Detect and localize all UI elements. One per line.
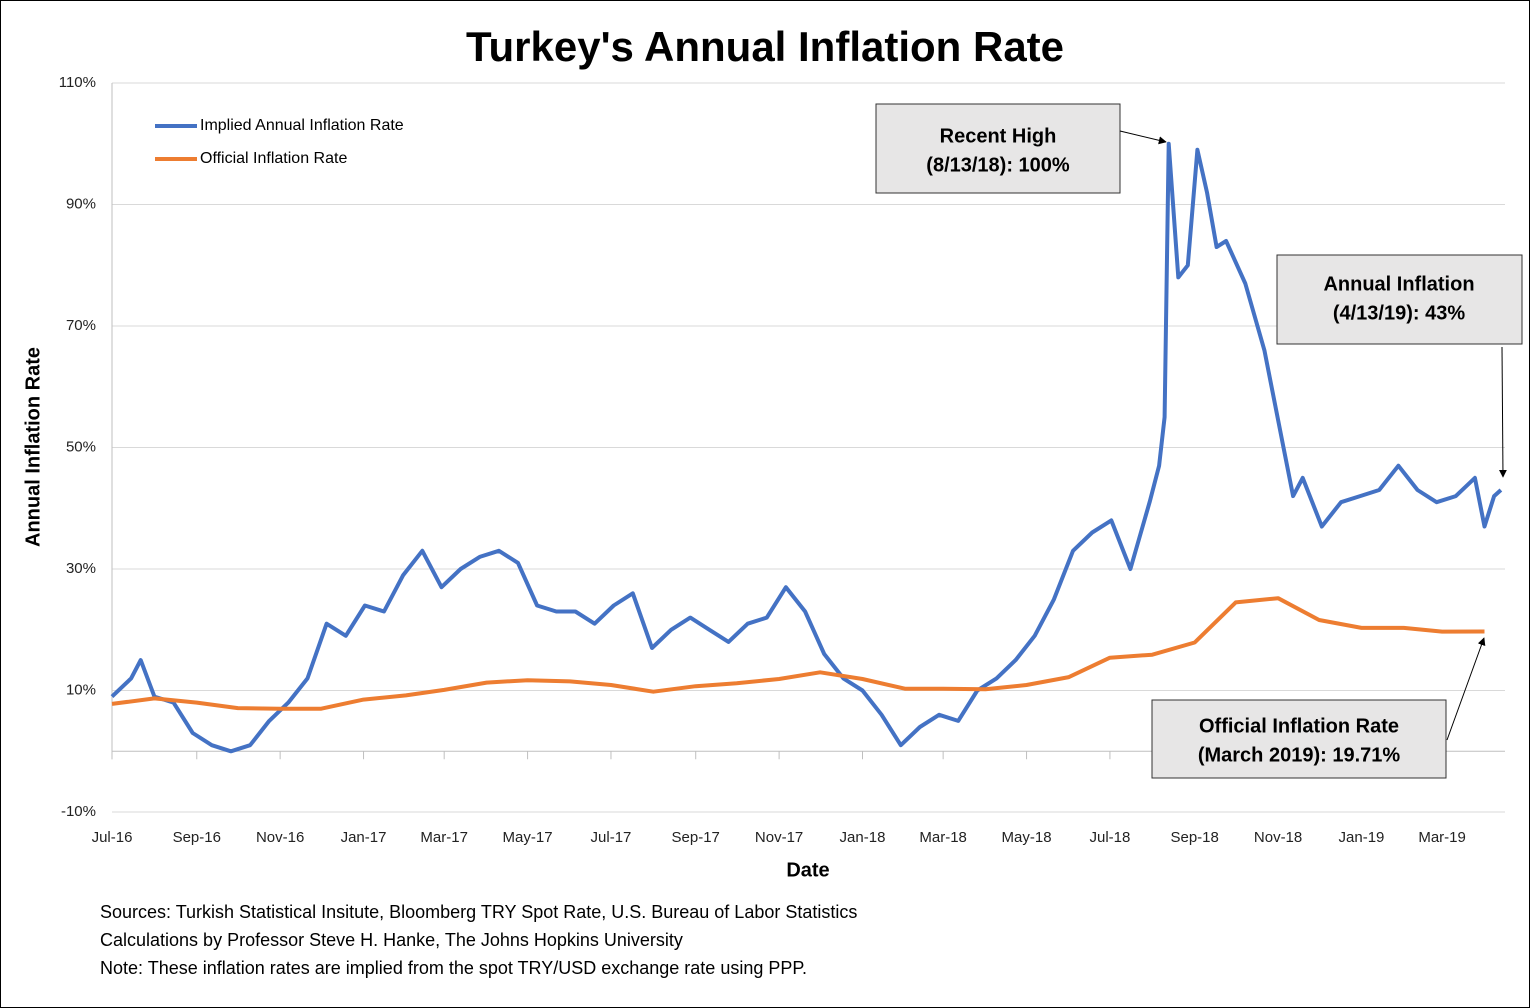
- series-line: [111, 596, 1485, 711]
- annotation-arrow: [1119, 130, 1167, 145]
- x-tick-label: Mar-18: [919, 829, 967, 846]
- plot: Implied Annual Inflation Rate Official In…: [110, 117, 1503, 754]
- y-axis-title: Annual Inflation Rate: [22, 347, 44, 547]
- x-tick-label: Jul-16: [92, 829, 133, 846]
- legend-label: Official Inflation Rate: [200, 150, 347, 167]
- x-tick-label: Jul-17: [591, 829, 632, 846]
- y-tick-label: 30%: [66, 560, 96, 577]
- x-tick-label: Sep-16: [173, 829, 221, 846]
- x-tick-label: Sep-18: [1170, 829, 1218, 846]
- x-axis-title: Date: [786, 859, 829, 881]
- y-tick-label: 90%: [66, 195, 96, 212]
- annotation-text: Recent High: [940, 125, 1057, 147]
- annotation-text: (4/13/19): 43%: [1333, 302, 1466, 324]
- annotation: Recent High (8/13/18): 100%: [875, 103, 1167, 194]
- y-tick-label: 110%: [59, 74, 96, 91]
- annotation-arrow: [1446, 637, 1486, 741]
- chart-title: Turkey's Annual Inflation Rate: [466, 23, 1064, 70]
- annotation-arrow: [1498, 346, 1507, 478]
- y-tick-label: 50%: [66, 438, 96, 455]
- annotation: Annual Inflation (4/13/19): 43%: [1276, 254, 1523, 478]
- y-tick-label: 10%: [66, 681, 96, 698]
- y-tick-label: 70%: [66, 317, 96, 334]
- series-line: [110, 141, 1503, 754]
- x-tick-label: Jan-17: [341, 829, 387, 846]
- annotation-text: Annual Inflation: [1323, 273, 1474, 295]
- x-tick-label: May-18: [1002, 829, 1052, 846]
- source-note: Calculations by Professor Steve H. Hanke…: [100, 930, 683, 950]
- source-note: Sources: Turkish Statistical Insitute, B…: [100, 902, 857, 922]
- annotation-text: Official Inflation Rate: [1199, 715, 1399, 737]
- x-tick-label: Nov-18: [1254, 829, 1302, 846]
- grid: -10% 10% 30% 50% 70% 90% 110% Jul-16 Sep-16 Nov-1…: [59, 74, 1505, 846]
- annotation-text: (8/13/18): 100%: [926, 154, 1070, 176]
- source-note: Note: These inflation rates are implied …: [100, 958, 807, 978]
- x-tick-label: Sep-17: [672, 829, 720, 846]
- annotation-text: (March 2019): 19.71%: [1198, 744, 1401, 766]
- y-tick-label: -10%: [61, 803, 96, 820]
- x-tick-label: May-17: [503, 829, 553, 846]
- annotation: Official Inflation Rate (March 2019): 19…: [1151, 637, 1486, 779]
- annotation-box: [1151, 699, 1447, 779]
- x-tick-label: Mar-17: [420, 829, 468, 846]
- x-tick-label: Nov-17: [755, 829, 803, 846]
- x-tick-label: Mar-19: [1418, 829, 1466, 846]
- legend-label: Implied Annual Inflation Rate: [200, 117, 404, 134]
- annotation-box: [875, 103, 1121, 194]
- annotation-box: [1276, 254, 1523, 345]
- x-tick-label: Jul-18: [1089, 829, 1130, 846]
- x-tick-label: Jan-19: [1339, 829, 1385, 846]
- x-tick-label: Nov-16: [256, 829, 304, 846]
- x-tick-label: Jan-18: [840, 829, 886, 846]
